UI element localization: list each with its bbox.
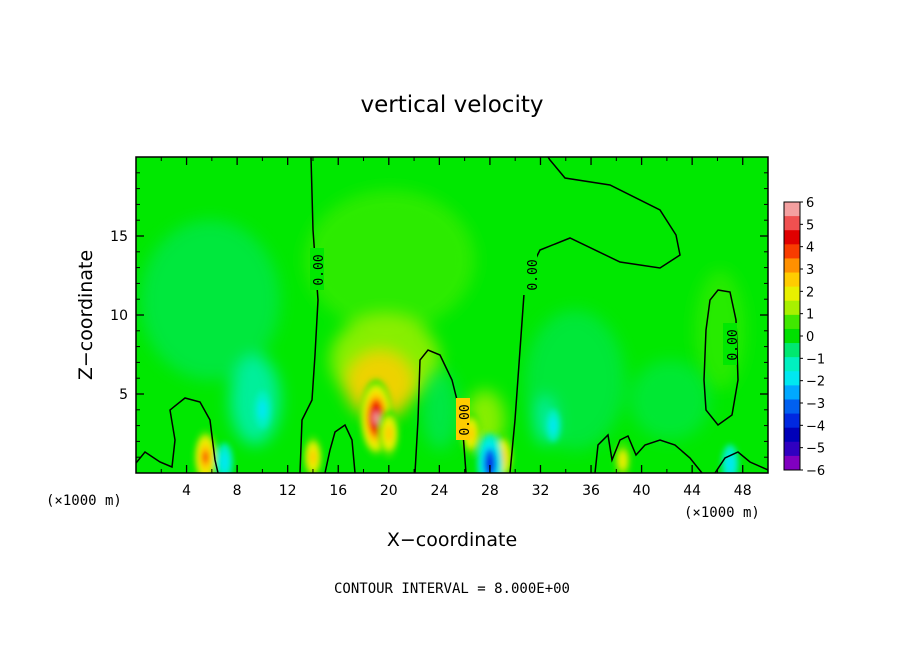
colorbar: 6 5 4 3 2 1 0 −1 −2 −3 −4 −5 −6 (783, 196, 825, 479)
y-axis-ticks: 5 10 15 (110, 172, 768, 458)
x-tick-label: 28 (481, 483, 499, 499)
colorbar-swatch (784, 258, 800, 274)
velocity-cell (202, 450, 209, 465)
x-unit-left: (×1000 m) (46, 493, 122, 509)
velocity-cell (618, 450, 627, 470)
colorbar-swatch (784, 343, 800, 358)
x-tick-label: 32 (532, 483, 550, 499)
colorbar-label: 6 (806, 196, 814, 211)
colorbar-swatch (784, 300, 800, 316)
colorbar-label: −1 (806, 352, 825, 367)
velocity-cell (258, 400, 267, 420)
x-tick-label: 12 (279, 483, 297, 499)
colorbar-swatch (784, 413, 800, 429)
contour-label: 0.00 (458, 404, 473, 435)
colorbar-label: −6 (806, 464, 825, 479)
colorbar-label: −3 (806, 397, 825, 412)
colorbar-label: 2 (806, 285, 814, 300)
x-tick-label: 44 (683, 483, 701, 499)
velocity-cell (385, 425, 393, 442)
contour-label: 0.00 (726, 329, 741, 360)
x-axis-label: X−coordinate (387, 529, 517, 551)
colorbar-swatch (784, 441, 800, 457)
colorbar-swatch (784, 328, 800, 344)
colorbar-swatch (784, 455, 800, 471)
colorbar-swatch (784, 371, 800, 386)
colorbar-swatch (784, 244, 800, 259)
colorbar-swatch (784, 357, 800, 372)
colorbar-label: 3 (806, 263, 814, 278)
colorbar-swatch (784, 272, 800, 288)
heatmap-area: 0.00 0.00 0.00 0.00 (136, 157, 768, 473)
contour-label: 0.00 (526, 259, 541, 290)
y-axis-label: Z−coordinate (75, 250, 97, 380)
x-tick-label: 40 (633, 483, 651, 499)
velocity-cell (373, 411, 379, 425)
x-tick-label: 4 (182, 483, 191, 499)
velocity-cell (486, 456, 494, 472)
velocity-cell (220, 452, 229, 472)
y-tick-label: 5 (119, 387, 128, 403)
colorbar-swatch (784, 314, 800, 330)
colorbar-swatch (784, 427, 800, 443)
velocity-cell (309, 449, 317, 465)
colorbar-label: −5 (806, 442, 825, 457)
contour-labels: 0.00 0.00 0.00 0.00 (310, 248, 741, 440)
colorbar-label: −2 (806, 375, 825, 390)
chart-title: vertical velocity (361, 92, 544, 118)
colorbar-label: 1 (806, 308, 814, 323)
colorbar-swatch (784, 230, 800, 245)
velocity-cell (725, 454, 735, 473)
x-tick-label: 24 (430, 483, 448, 499)
colorbar-label: 4 (806, 241, 814, 256)
colorbar-swatch (784, 202, 800, 217)
velocity-cells (193, 379, 739, 473)
colorbar-label: 0 (806, 330, 814, 345)
y-tick-label: 10 (110, 308, 128, 324)
colorbar-swatch (784, 286, 800, 302)
y-tick-label: 15 (110, 229, 128, 245)
velocity-cell (549, 417, 557, 434)
colorbar-swatch (784, 385, 800, 400)
x-tick-label: 36 (582, 483, 600, 499)
contour-interval-footer: CONTOUR INTERVAL = 8.000E+00 (334, 581, 570, 597)
x-unit-right: (×1000 m) (684, 505, 760, 521)
x-tick-label: 16 (329, 483, 347, 499)
x-axis-ticks: 4 8 12 16 20 24 28 32 36 40 44 48 (160, 157, 752, 499)
downdraft-regions (140, 220, 710, 450)
x-tick-label: 8 (233, 483, 242, 499)
colorbar-swatch (784, 399, 800, 415)
colorbar-swatch (784, 216, 800, 231)
contour-label: 0.00 (312, 254, 327, 285)
colorbar-label: 5 (806, 218, 814, 233)
x-tick-label: 20 (380, 483, 398, 499)
x-tick-label: 48 (734, 483, 752, 499)
colorbar-label: −4 (806, 419, 825, 434)
